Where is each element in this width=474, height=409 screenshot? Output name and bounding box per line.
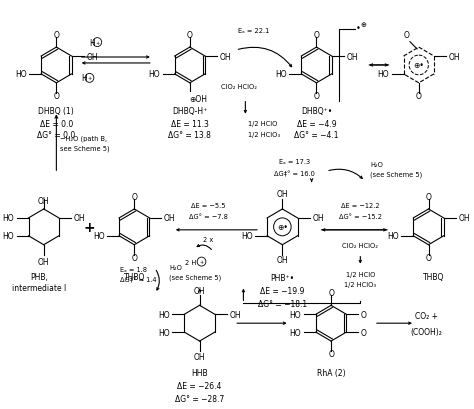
Text: RhA (2): RhA (2) (317, 368, 346, 377)
Text: ΔE = −4.9: ΔE = −4.9 (297, 120, 336, 129)
Text: O: O (187, 31, 193, 40)
Text: O: O (361, 310, 367, 319)
Text: ΔE = 0.0: ΔE = 0.0 (40, 120, 73, 129)
Text: OH: OH (73, 214, 85, 223)
Text: ΔG‡° = 1.4: ΔG‡° = 1.4 (120, 276, 156, 283)
Text: HO: HO (2, 214, 14, 223)
Text: 2 H: 2 H (185, 259, 196, 265)
Text: ΔG° = −15.2: ΔG° = −15.2 (339, 213, 382, 219)
Text: O: O (131, 253, 137, 262)
Text: OH: OH (194, 352, 205, 361)
Text: −H₂O (path B,: −H₂O (path B, (60, 135, 107, 141)
Text: +: + (95, 40, 100, 45)
Text: O: O (426, 253, 431, 262)
Text: O: O (131, 193, 137, 202)
Text: OH: OH (86, 52, 98, 61)
Text: HO: HO (387, 232, 399, 240)
Text: O: O (54, 31, 59, 40)
Text: O: O (328, 289, 334, 298)
Text: ⊕: ⊕ (360, 22, 366, 28)
Text: (see Scheme 5): (see Scheme 5) (169, 274, 222, 280)
Text: DHBQ‐H⁺: DHBQ‐H⁺ (172, 107, 208, 116)
Text: CO₂ +: CO₂ + (415, 311, 438, 320)
Text: HO: HO (377, 70, 389, 79)
Text: OH: OH (38, 197, 49, 206)
Text: O: O (426, 193, 431, 202)
Text: HO: HO (2, 232, 14, 240)
Text: O: O (313, 31, 319, 40)
Text: H₂O: H₂O (169, 264, 182, 270)
Text: HO: HO (241, 232, 253, 240)
Text: +: + (83, 220, 95, 234)
Text: ClO₂ HClO₂: ClO₂ HClO₂ (220, 83, 256, 90)
Text: HO: HO (275, 70, 287, 79)
Text: PHB,: PHB, (30, 272, 48, 281)
Text: HO: HO (290, 310, 301, 319)
Text: OH: OH (38, 258, 49, 267)
Text: ΔG° = 13.8: ΔG° = 13.8 (168, 130, 211, 139)
Text: ΔE = −12.2: ΔE = −12.2 (341, 202, 380, 209)
Text: H: H (90, 38, 95, 47)
Text: OH: OH (194, 286, 205, 295)
Text: H₂O: H₂O (370, 162, 383, 168)
Text: see Scheme 5): see Scheme 5) (60, 145, 110, 151)
Text: OH: OH (276, 190, 288, 199)
Text: HO: HO (158, 310, 170, 319)
Text: intermediate I: intermediate I (12, 284, 66, 293)
Text: Eₐ = 22.1: Eₐ = 22.1 (237, 28, 269, 34)
Text: THBQ: THBQ (124, 272, 145, 281)
Text: DHBQ (1): DHBQ (1) (38, 107, 74, 116)
Text: O: O (361, 328, 367, 337)
Text: OH: OH (458, 214, 470, 223)
Text: OH: OH (276, 256, 288, 265)
Text: O: O (328, 349, 334, 358)
Text: ΔG° = −4.1: ΔG° = −4.1 (294, 130, 339, 139)
Text: 1/2 HClO: 1/2 HClO (346, 271, 375, 277)
Text: ⊕•: ⊕• (413, 61, 424, 70)
Text: HO: HO (15, 70, 27, 79)
Text: O: O (54, 92, 59, 101)
Text: 2 x: 2 x (203, 236, 213, 242)
Text: ⊕OH: ⊕OH (189, 94, 207, 103)
Text: +: + (200, 259, 203, 265)
Text: HO: HO (148, 70, 160, 79)
Text: (see Scheme 5): (see Scheme 5) (370, 171, 422, 178)
Text: Eₐ = 1.8: Eₐ = 1.8 (120, 266, 146, 272)
Text: ΔE = −26.4: ΔE = −26.4 (177, 381, 222, 390)
Text: HO: HO (158, 328, 170, 337)
Text: OH: OH (346, 52, 358, 61)
Text: ΔE = 11.3: ΔE = 11.3 (171, 120, 209, 129)
Text: O: O (403, 31, 410, 40)
Text: HO: HO (93, 232, 104, 240)
Text: OH: OH (164, 214, 176, 223)
Text: ΔE = −5.5: ΔE = −5.5 (191, 202, 226, 209)
Text: O: O (313, 92, 319, 101)
Text: ΔG° = 0.0: ΔG° = 0.0 (37, 130, 75, 139)
Text: OH: OH (219, 52, 231, 61)
Text: ⊕•: ⊕• (277, 223, 288, 232)
Text: ΔG° = −18.1: ΔG° = −18.1 (258, 299, 307, 308)
Text: ΔG° = −28.7: ΔG° = −28.7 (175, 394, 224, 403)
Text: 1/2 HClO₃: 1/2 HClO₃ (248, 131, 280, 137)
Text: ΔE = −19.9: ΔE = −19.9 (260, 287, 305, 296)
Text: ClO₂ HClO₂: ClO₂ HClO₂ (342, 242, 378, 248)
Text: +: + (87, 76, 91, 81)
Text: HHB: HHB (191, 368, 208, 377)
Text: 1/2 HClO₃: 1/2 HClO₃ (344, 282, 376, 288)
Text: Eₐ = 17.3: Eₐ = 17.3 (279, 159, 310, 165)
Text: (COOH)₂: (COOH)₂ (410, 327, 443, 336)
Text: THBQ: THBQ (423, 272, 444, 281)
Text: ΔG° = −7.8: ΔG° = −7.8 (189, 213, 228, 219)
Text: H: H (82, 74, 88, 83)
Text: ΔG‡° = 16.0: ΔG‡° = 16.0 (273, 171, 315, 177)
Text: O: O (416, 92, 422, 101)
Text: 1/2 HClO: 1/2 HClO (248, 120, 278, 126)
Text: •: • (356, 24, 361, 33)
Text: PHB⁺•: PHB⁺• (270, 274, 294, 283)
Text: OH: OH (229, 310, 241, 319)
Text: OH: OH (448, 52, 460, 61)
Text: DHBQ⁺•: DHBQ⁺• (301, 107, 332, 116)
Text: OH: OH (312, 214, 324, 223)
Text: HO: HO (290, 328, 301, 337)
